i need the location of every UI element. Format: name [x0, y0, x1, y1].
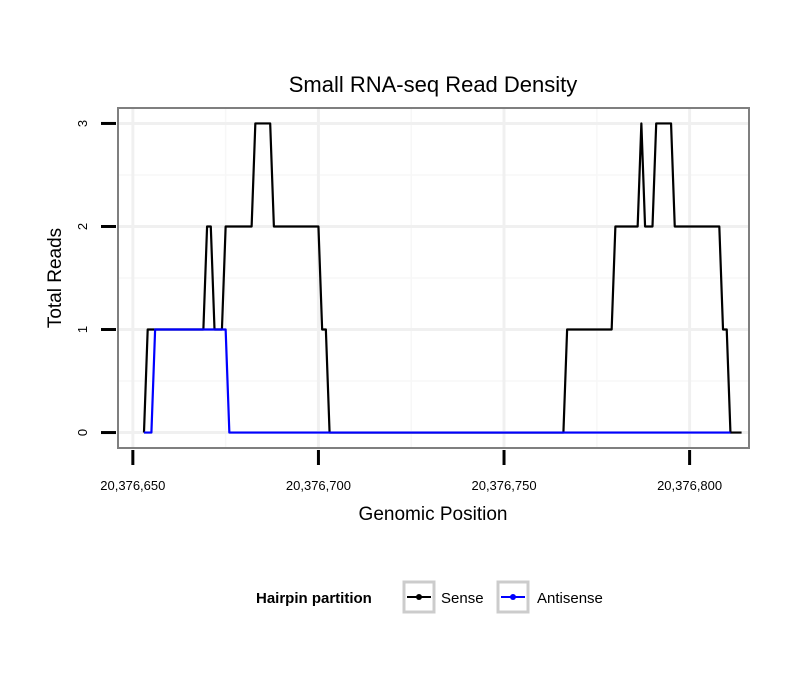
x-axis-title: Genomic Position — [359, 504, 508, 525]
y-axis: 0 1 2 3 — [75, 120, 116, 436]
legend-point-sense — [416, 594, 422, 600]
legend-label-antisense: Antisense — [537, 590, 603, 607]
y-tick-label: 0 — [75, 429, 90, 436]
y-axis-title: Total Reads — [45, 228, 66, 328]
x-tick-label: 20,376,800 — [657, 478, 722, 493]
y-tick-label: 1 — [75, 326, 90, 333]
plot-panel-border — [117, 107, 750, 449]
chart-title: Small RNA-seq Read Density — [289, 72, 578, 97]
legend-item-sense: Sense — [402, 580, 484, 614]
legend: Hairpin partition Sense Antisense — [256, 580, 603, 614]
legend-point-antisense — [510, 594, 516, 600]
y-tick-label: 2 — [75, 223, 90, 230]
x-axis: 20,376,650 20,376,700 20,376,750 20,376,800 — [100, 450, 722, 493]
y-tick-label: 3 — [75, 120, 90, 127]
series-layer — [142, 122, 742, 434]
legend-item-antisense: Antisense — [496, 580, 603, 614]
legend-title: Hairpin partition — [256, 590, 372, 607]
x-tick-label: 20,376,750 — [471, 478, 536, 493]
x-tick-label: 20,376,700 — [286, 478, 351, 493]
x-tick-label: 20,376,650 — [100, 478, 165, 493]
series-line-antisense — [143, 328, 731, 434]
legend-label-sense: Sense — [441, 590, 484, 607]
